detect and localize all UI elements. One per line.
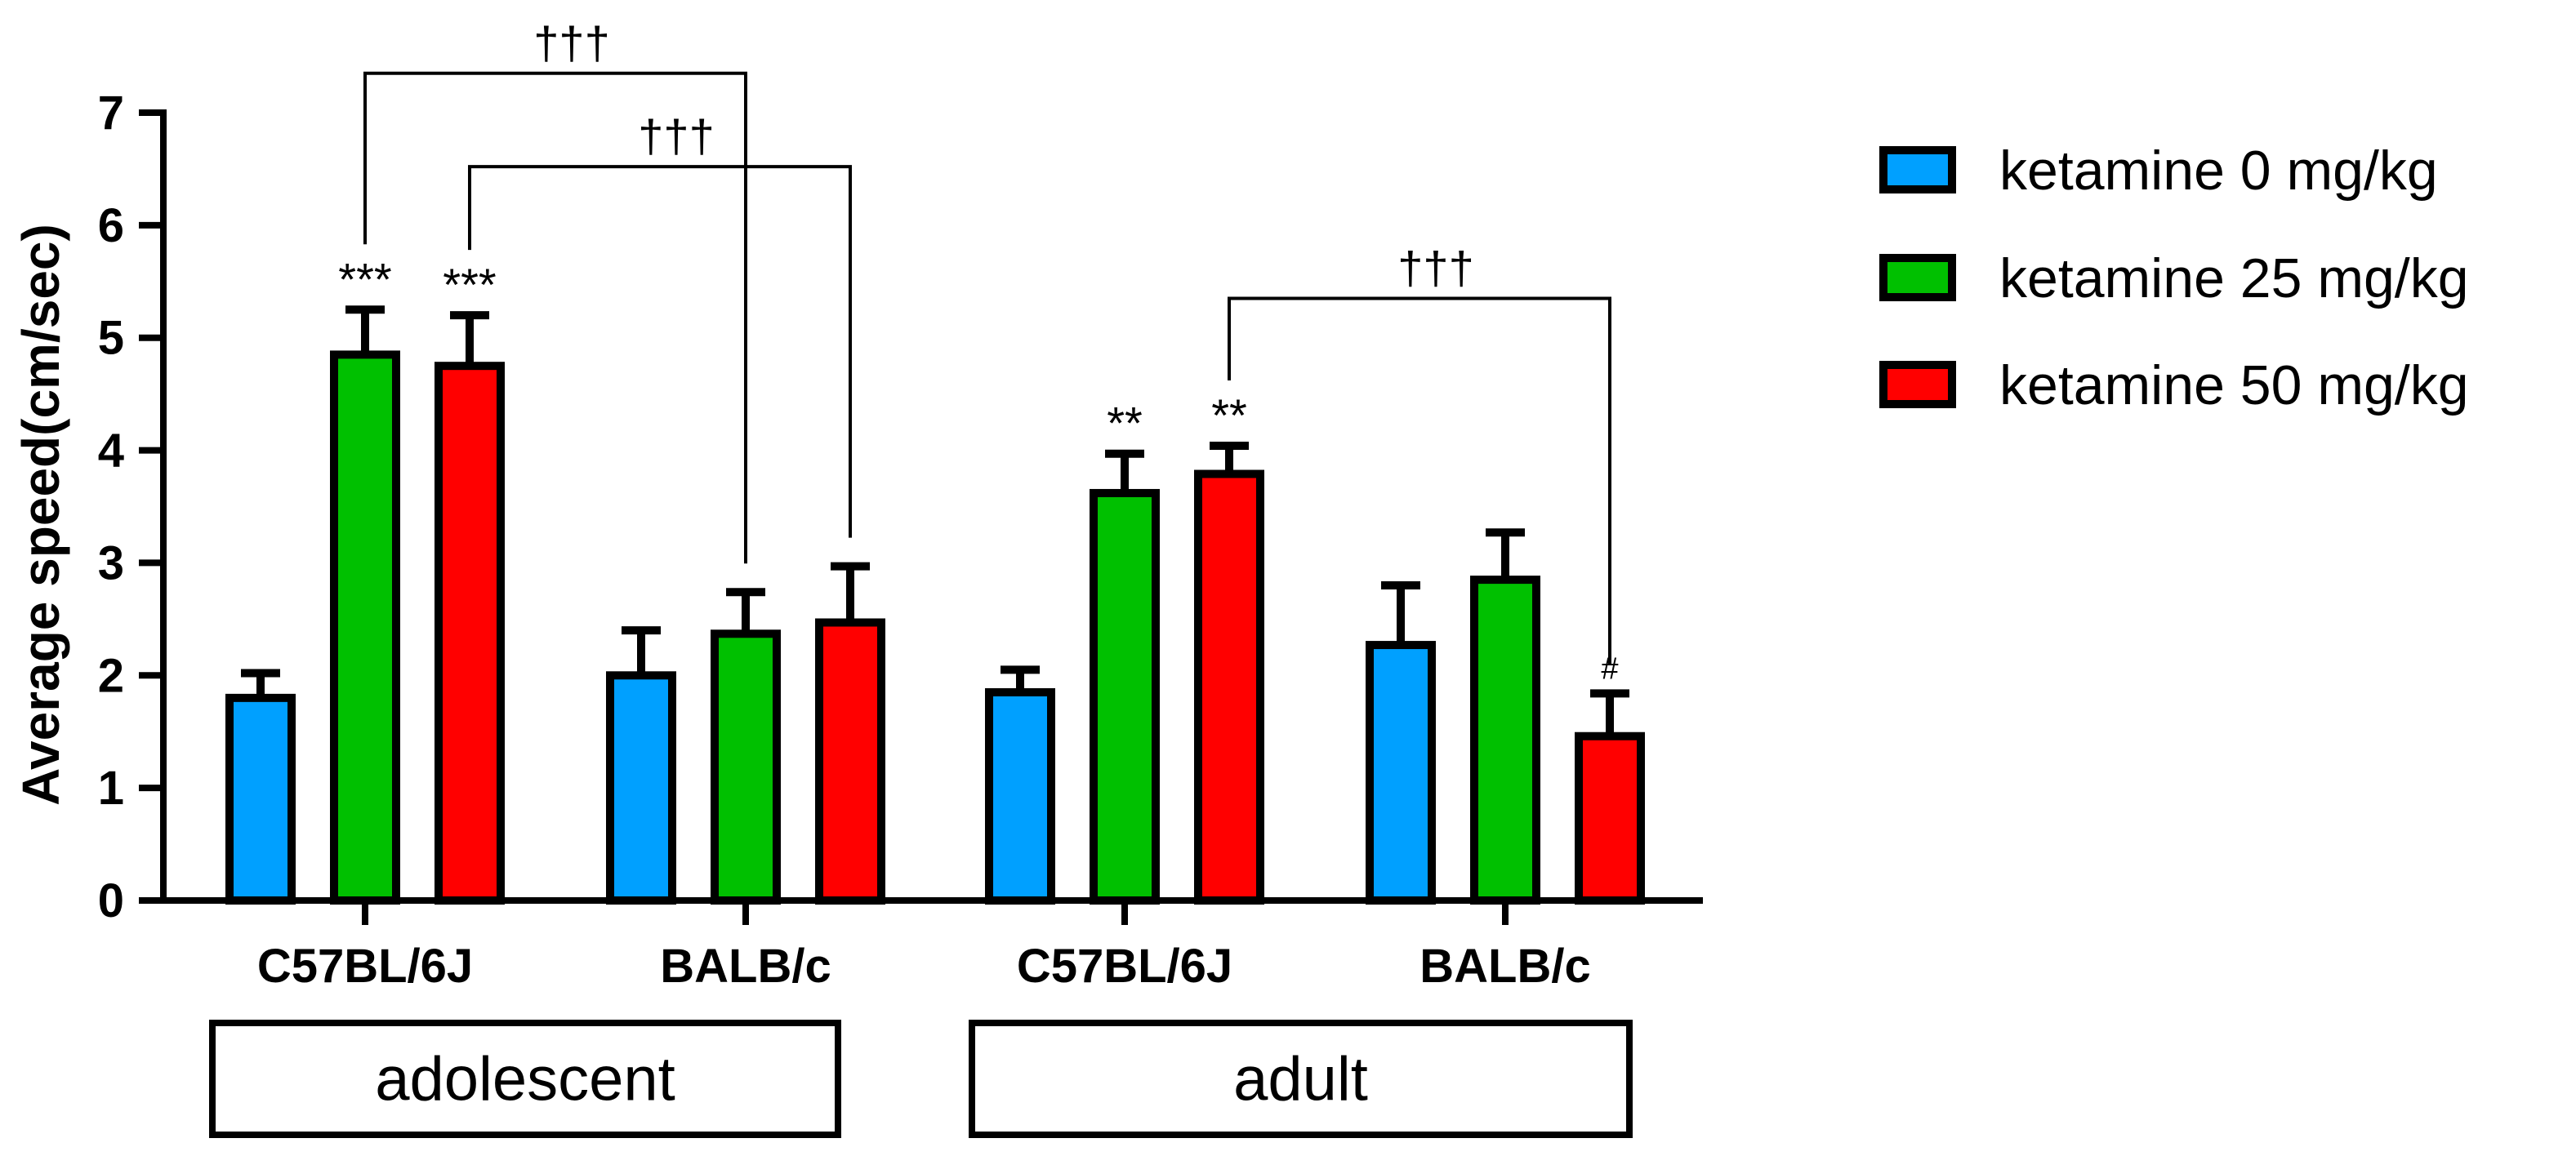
x-tick-label: C57BL/6J xyxy=(1017,940,1232,993)
comparison-bracket xyxy=(363,71,747,564)
y-tick-label: 5 xyxy=(98,312,124,365)
significance-mark: ** xyxy=(1107,398,1143,449)
x-tick-label: BALB/c xyxy=(660,940,831,993)
bars xyxy=(225,305,1645,905)
significance-mark: *** xyxy=(338,253,391,305)
y-tick-label: 6 xyxy=(98,199,124,252)
bar xyxy=(985,687,1055,905)
y-tick-label: 3 xyxy=(98,536,124,589)
legend-swatch xyxy=(1879,361,1956,408)
bar xyxy=(330,350,400,905)
bar xyxy=(1194,469,1264,905)
bar xyxy=(1470,576,1540,905)
comparison-mark: ††† xyxy=(1397,242,1473,293)
x-tick-label: C57BL/6J xyxy=(257,940,473,993)
comparison-bracket xyxy=(1228,296,1611,665)
bar xyxy=(815,618,885,905)
group-box xyxy=(209,1020,841,1138)
significance-mark: *** xyxy=(443,259,496,310)
group-box xyxy=(969,1020,1633,1138)
legend-swatch xyxy=(1879,254,1956,301)
group-boxes: adolescent adult xyxy=(209,1020,1633,1138)
group-label: adolescent xyxy=(375,1045,675,1114)
bar xyxy=(225,693,296,905)
y-tick-label: 2 xyxy=(98,649,124,702)
axes: 0 1 2 3 4 5 6 7 Average speed(cm/sec) C57BL/6J BAL… xyxy=(11,87,1703,993)
bar xyxy=(1090,488,1160,905)
y-tick-label: 4 xyxy=(98,425,124,478)
legend-swatch xyxy=(1879,146,1956,193)
significance-mark: # xyxy=(1601,651,1618,686)
bar xyxy=(1575,731,1645,905)
bar xyxy=(711,629,781,905)
bar xyxy=(606,671,676,905)
bar xyxy=(1366,641,1436,905)
legend-label: ketamine 50 mg/kg xyxy=(1999,354,2469,416)
significance-mark: ** xyxy=(1211,389,1247,441)
y-tick-label: 0 xyxy=(98,874,124,927)
group-label: adult xyxy=(1233,1045,1368,1114)
y-axis-label: Average speed(cm/sec) xyxy=(11,224,70,806)
y-tick-label: 7 xyxy=(98,87,124,140)
comparison-mark: ††† xyxy=(638,110,714,162)
legend: ketamine 0 mg/kg ketamine 25 mg/kg ketamin… xyxy=(1879,140,2469,416)
legend-label: ketamine 0 mg/kg xyxy=(1999,140,2438,202)
y-tick-label: 1 xyxy=(98,762,124,815)
comparison-mark: ††† xyxy=(533,17,609,69)
legend-label: ketamine 25 mg/kg xyxy=(1999,247,2469,309)
annotations: *** ***** **#††††††††† xyxy=(338,17,1618,687)
x-tick-label: BALB/c xyxy=(1419,940,1590,993)
bar xyxy=(435,362,505,905)
comparison-bracket xyxy=(468,165,852,538)
